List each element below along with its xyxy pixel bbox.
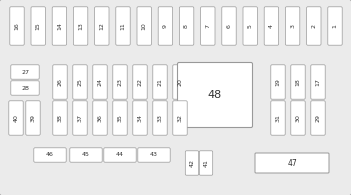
FancyBboxPatch shape <box>73 101 87 135</box>
FancyBboxPatch shape <box>271 65 285 99</box>
Text: 13: 13 <box>78 22 83 30</box>
FancyBboxPatch shape <box>185 151 199 175</box>
Text: 35: 35 <box>118 114 122 122</box>
FancyBboxPatch shape <box>34 148 66 162</box>
FancyBboxPatch shape <box>53 65 67 99</box>
Text: 42: 42 <box>190 159 194 167</box>
Text: 16: 16 <box>14 22 20 30</box>
Text: 8: 8 <box>184 24 189 28</box>
FancyBboxPatch shape <box>52 7 67 45</box>
Text: 32: 32 <box>178 114 183 122</box>
FancyBboxPatch shape <box>113 65 127 99</box>
FancyBboxPatch shape <box>26 101 40 135</box>
FancyBboxPatch shape <box>137 7 151 45</box>
FancyBboxPatch shape <box>113 101 127 135</box>
FancyBboxPatch shape <box>222 7 236 45</box>
FancyBboxPatch shape <box>31 7 45 45</box>
FancyBboxPatch shape <box>153 65 167 99</box>
Text: 40: 40 <box>13 114 19 122</box>
FancyBboxPatch shape <box>116 7 130 45</box>
FancyBboxPatch shape <box>243 7 257 45</box>
FancyBboxPatch shape <box>73 7 88 45</box>
FancyBboxPatch shape <box>158 7 173 45</box>
Text: 2: 2 <box>311 24 316 28</box>
FancyBboxPatch shape <box>153 101 167 135</box>
FancyBboxPatch shape <box>133 101 147 135</box>
Text: 26: 26 <box>58 78 62 86</box>
Text: 1: 1 <box>332 24 338 28</box>
Text: 3: 3 <box>290 24 295 28</box>
Text: 44: 44 <box>116 152 124 158</box>
Text: 28: 28 <box>21 85 29 90</box>
Text: 4: 4 <box>269 24 274 28</box>
Text: 45: 45 <box>82 152 90 158</box>
FancyBboxPatch shape <box>93 65 107 99</box>
FancyBboxPatch shape <box>138 148 170 162</box>
Text: 34: 34 <box>138 114 143 122</box>
FancyBboxPatch shape <box>311 101 325 135</box>
Text: 25: 25 <box>78 78 82 86</box>
FancyBboxPatch shape <box>255 153 329 173</box>
Text: 15: 15 <box>36 22 41 30</box>
FancyBboxPatch shape <box>179 7 194 45</box>
Text: 38: 38 <box>58 114 62 122</box>
FancyBboxPatch shape <box>291 65 305 99</box>
Text: 22: 22 <box>138 78 143 86</box>
Text: 36: 36 <box>98 114 102 122</box>
Text: 20: 20 <box>178 78 183 86</box>
Text: 9: 9 <box>163 24 168 28</box>
Text: 29: 29 <box>316 114 320 122</box>
Text: 14: 14 <box>57 22 62 30</box>
FancyBboxPatch shape <box>70 148 102 162</box>
FancyBboxPatch shape <box>311 65 325 99</box>
Text: 18: 18 <box>296 78 300 86</box>
Text: 19: 19 <box>276 78 280 86</box>
FancyBboxPatch shape <box>307 7 321 45</box>
Text: 43: 43 <box>150 152 158 158</box>
FancyBboxPatch shape <box>93 101 107 135</box>
FancyBboxPatch shape <box>104 148 136 162</box>
FancyBboxPatch shape <box>291 101 305 135</box>
FancyBboxPatch shape <box>173 101 187 135</box>
Text: 31: 31 <box>276 114 280 122</box>
Text: 7: 7 <box>205 24 210 28</box>
FancyBboxPatch shape <box>95 7 109 45</box>
Text: 10: 10 <box>142 22 147 30</box>
FancyBboxPatch shape <box>271 101 285 135</box>
FancyBboxPatch shape <box>11 65 39 79</box>
FancyBboxPatch shape <box>9 101 23 135</box>
Text: 47: 47 <box>287 159 297 168</box>
FancyBboxPatch shape <box>201 7 215 45</box>
FancyBboxPatch shape <box>11 81 39 95</box>
Text: 24: 24 <box>98 78 102 86</box>
Text: 11: 11 <box>120 22 126 30</box>
FancyBboxPatch shape <box>10 7 24 45</box>
FancyBboxPatch shape <box>133 65 147 99</box>
FancyBboxPatch shape <box>173 65 187 99</box>
Text: 12: 12 <box>99 22 104 30</box>
Text: 23: 23 <box>118 78 122 86</box>
Text: 17: 17 <box>316 78 320 86</box>
Text: 39: 39 <box>31 114 35 122</box>
Text: 33: 33 <box>158 114 163 122</box>
FancyBboxPatch shape <box>53 101 67 135</box>
FancyBboxPatch shape <box>264 7 279 45</box>
Text: 41: 41 <box>204 159 208 167</box>
FancyBboxPatch shape <box>199 151 213 175</box>
Text: 30: 30 <box>296 114 300 122</box>
Text: 37: 37 <box>78 114 82 122</box>
FancyBboxPatch shape <box>285 7 300 45</box>
Text: 21: 21 <box>158 78 163 86</box>
FancyBboxPatch shape <box>178 63 252 128</box>
Text: 46: 46 <box>46 152 54 158</box>
Text: 27: 27 <box>21 69 29 74</box>
Text: 48: 48 <box>208 90 222 100</box>
Text: 6: 6 <box>226 24 232 28</box>
FancyBboxPatch shape <box>328 7 342 45</box>
FancyBboxPatch shape <box>73 65 87 99</box>
Text: 5: 5 <box>248 24 253 28</box>
